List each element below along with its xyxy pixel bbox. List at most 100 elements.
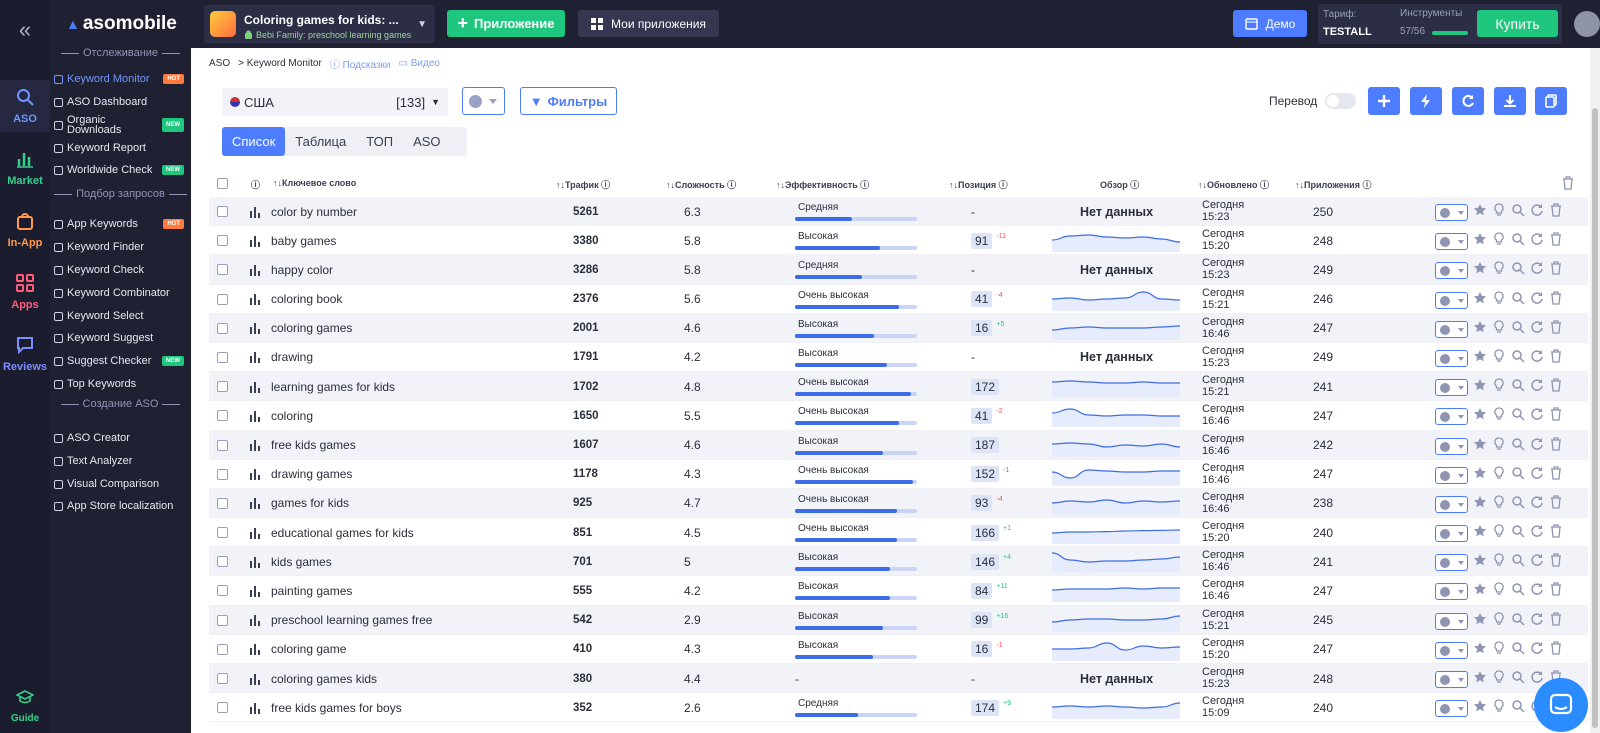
search-icon[interactable] — [1511, 524, 1525, 543]
row-checkbox[interactable] — [217, 702, 228, 714]
star-icon[interactable] — [1473, 553, 1487, 572]
sidebar-item-suggest-checker[interactable]: Suggest Checker NEW — [54, 351, 188, 371]
lightbulb-icon[interactable] — [1492, 290, 1506, 310]
keyword-cell[interactable]: free kids games for boys — [271, 700, 402, 715]
keyword-cell[interactable]: educational games for kids — [271, 525, 414, 540]
color-tag-select[interactable] — [1435, 700, 1468, 718]
overview-sparkline[interactable] — [1051, 289, 1181, 316]
table-row[interactable]: painting games 555 4.2 Высокая 84 +11 Сегодня 1… — [209, 576, 1588, 606]
search-icon[interactable] — [1511, 291, 1525, 310]
keyword-cell[interactable]: games for kids — [271, 496, 350, 511]
stats-icon[interactable] — [249, 285, 261, 314]
color-tag-select[interactable] — [1435, 233, 1468, 251]
color-tag-select[interactable] — [1435, 262, 1468, 280]
stats-icon[interactable] — [249, 314, 261, 343]
color-tag-select[interactable] — [1435, 437, 1468, 455]
table-row[interactable]: free kids games 1607 4.6 Высокая 187 Сегодня 1… — [209, 430, 1588, 462]
stats-icon[interactable] — [249, 664, 261, 693]
stats-icon[interactable] — [249, 489, 261, 518]
table-row[interactable]: color by number 5261 6.3 Средняя - Нет данных… — [209, 197, 1588, 227]
trash-icon[interactable] — [1549, 320, 1563, 339]
sort-traffic[interactable]: ↑↓Трафик ⓘ — [556, 180, 611, 190]
search-icon[interactable] — [1511, 407, 1525, 426]
color-tag-select[interactable] — [1435, 379, 1468, 397]
row-checkbox[interactable] — [217, 497, 228, 509]
copy-button[interactable] — [1535, 87, 1567, 115]
country-selector[interactable]: США [133] ▼ — [222, 88, 448, 116]
refresh-icon[interactable] — [1530, 612, 1544, 631]
sidebar-item-top-keywords[interactable]: Top Keywords — [54, 374, 188, 394]
lightbulb-icon[interactable] — [1492, 699, 1506, 718]
rail-item-apps[interactable]: Apps — [0, 266, 50, 318]
star-icon[interactable] — [1473, 699, 1487, 718]
sort-efficiency[interactable]: ↑↓Эффективность ⓘ — [776, 180, 870, 190]
avatar[interactable] — [1574, 11, 1600, 37]
sidebar-item-text-analyzer[interactable]: Text Analyzer — [54, 451, 188, 471]
row-checkbox[interactable] — [217, 322, 228, 334]
sidebar-item-keyword-check[interactable]: Keyword Check — [54, 260, 188, 280]
video-link[interactable]: ▭ Видео — [398, 58, 440, 69]
search-icon[interactable] — [1511, 612, 1525, 631]
overview-sparkline[interactable] — [1051, 493, 1181, 520]
keyword-cell[interactable]: color by number — [271, 204, 358, 219]
trash-icon[interactable] — [1549, 290, 1563, 310]
overview-sparkline[interactable] — [1051, 376, 1180, 403]
stats-icon[interactable] — [249, 460, 261, 489]
search-icon[interactable] — [1511, 553, 1525, 572]
tab-таблица[interactable]: Таблица — [295, 134, 347, 149]
stats-icon[interactable] — [249, 547, 261, 576]
trash-icon[interactable] — [1549, 407, 1563, 426]
row-checkbox[interactable] — [217, 614, 228, 626]
rail-item-aso[interactable]: ASO — [0, 80, 50, 132]
refresh-icon[interactable] — [1530, 437, 1544, 456]
row-checkbox[interactable] — [217, 206, 228, 217]
row-checkbox[interactable] — [217, 410, 228, 422]
color-tag-select[interactable] — [1435, 408, 1468, 426]
refresh-icon[interactable] — [1530, 495, 1544, 514]
sidebar-item-keyword-select[interactable]: Keyword Select — [54, 306, 188, 326]
rail-item-in-app[interactable]: In-App — [0, 204, 50, 256]
keyword-cell[interactable]: coloring game — [271, 642, 347, 657]
table-row[interactable]: baby games 3380 5.8 Высокая 91 -11 Сегодня 15:2… — [209, 226, 1588, 257]
refresh-icon[interactable] — [1530, 407, 1544, 426]
keyword-cell[interactable]: coloring games kids — [271, 671, 378, 686]
trash-icon[interactable] — [1549, 495, 1563, 514]
refresh-icon[interactable] — [1530, 320, 1544, 339]
search-icon[interactable] — [1511, 582, 1525, 601]
lightbulb-icon[interactable] — [1492, 407, 1506, 426]
star-icon[interactable] — [1473, 466, 1487, 485]
color-tag-selector[interactable] — [462, 87, 505, 115]
refresh-icon[interactable] — [1530, 291, 1544, 310]
app-selector[interactable]: Coloring games for kids: ... Bebi Family… — [204, 5, 435, 43]
refresh-button[interactable] — [1452, 87, 1484, 115]
row-checkbox[interactable] — [217, 527, 228, 539]
my-apps-button[interactable]: Мои приложения — [578, 10, 719, 37]
demo-button[interactable]: Демо — [1233, 10, 1307, 37]
quick-action-button[interactable] — [1410, 87, 1442, 115]
sidebar-item-organic-downloads[interactable]: Organic Downloads NEW — [54, 113, 188, 137]
lightbulb-icon[interactable] — [1492, 670, 1506, 689]
refresh-icon[interactable] — [1530, 261, 1544, 280]
color-tag-select[interactable] — [1435, 495, 1468, 513]
table-row[interactable]: kids games 701 5 Высокая 146 +4 Сегодня 16:46 24… — [209, 547, 1588, 577]
star-icon[interactable] — [1473, 320, 1487, 339]
lightbulb-icon[interactable] — [1492, 641, 1506, 660]
sort-position[interactable]: ↑↓Позиция ⓘ — [949, 180, 1008, 190]
select-all-checkbox[interactable] — [217, 178, 228, 189]
star-icon[interactable] — [1473, 261, 1487, 280]
table-row[interactable]: educational games for kids 851 4.5 Очень вы… — [209, 518, 1588, 548]
lightbulb-icon[interactable] — [1492, 232, 1506, 251]
row-checkbox[interactable] — [217, 439, 228, 451]
search-icon[interactable] — [1511, 203, 1525, 222]
color-tag-select[interactable] — [1435, 291, 1468, 309]
table-row[interactable]: learning games for kids 1702 4.8 Очень высо… — [209, 372, 1588, 403]
keyword-cell[interactable]: preschool learning games free — [271, 613, 433, 628]
overview-sparkline[interactable] — [1051, 464, 1180, 491]
overview-sparkline[interactable] — [1051, 435, 1181, 462]
color-tag-select[interactable] — [1435, 554, 1468, 572]
refresh-icon[interactable] — [1530, 670, 1544, 689]
keyword-cell[interactable]: coloring — [271, 408, 314, 423]
table-row[interactable]: games for kids 925 4.7 Очень высокая 93 -4 Сег… — [209, 488, 1588, 520]
overview-sparkline[interactable] — [1051, 230, 1181, 257]
sidebar-item-app-store-localization[interactable]: App Store localization — [54, 496, 188, 516]
